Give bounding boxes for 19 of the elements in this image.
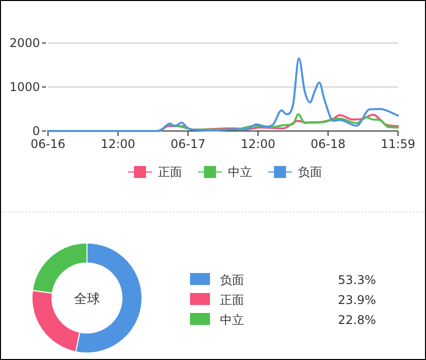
x-tick-label: 12:00	[100, 137, 136, 151]
x-tick-label: 06-18	[310, 137, 346, 151]
x-tick-label: 06-17	[170, 137, 206, 151]
x-tick-label: 12:00	[240, 137, 276, 151]
x-tick-label: 11:59	[380, 137, 416, 151]
data-label: 23.9%	[338, 293, 376, 307]
text: 全球	[74, 292, 100, 307]
legend-label: 负面	[298, 165, 322, 179]
legend-label: 正面	[158, 165, 182, 179]
y-tick-label: 0	[32, 124, 40, 138]
legend-label: 正面	[220, 293, 244, 307]
x-tick-label: 06-16	[30, 137, 66, 151]
legend-label: 负面	[220, 273, 244, 287]
y-tick-label: 1000	[9, 80, 40, 94]
legend-label: 中立	[228, 165, 252, 179]
data-label: 22.8%	[338, 313, 376, 327]
y-tick-label: 2000	[9, 36, 40, 50]
legend-label: 中立	[220, 313, 244, 327]
data-label: 53.3%	[338, 273, 376, 287]
